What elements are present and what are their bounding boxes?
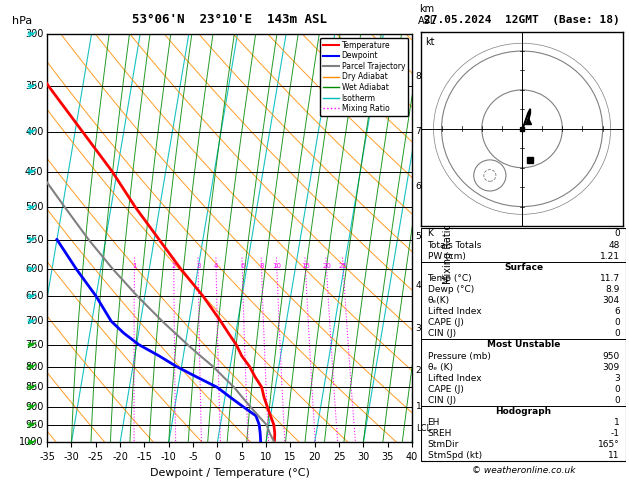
Text: 3: 3 xyxy=(416,324,421,333)
Text: kt: kt xyxy=(425,37,435,48)
Text: 750: 750 xyxy=(25,340,43,350)
Text: 800: 800 xyxy=(25,362,43,372)
Text: 304: 304 xyxy=(603,296,620,305)
Text: 6: 6 xyxy=(614,307,620,316)
Text: Totals Totals: Totals Totals xyxy=(428,241,482,250)
Text: 6: 6 xyxy=(416,182,421,191)
Text: 550: 550 xyxy=(25,235,43,244)
Text: Lifted Index: Lifted Index xyxy=(428,307,481,316)
Text: 0: 0 xyxy=(614,318,620,327)
Text: 2: 2 xyxy=(172,263,176,269)
Text: 27.05.2024  12GMT  (Base: 18): 27.05.2024 12GMT (Base: 18) xyxy=(424,15,620,25)
Text: 53°06'N  23°10'E  143m ASL: 53°06'N 23°10'E 143m ASL xyxy=(132,13,327,26)
Text: 450: 450 xyxy=(25,167,43,176)
Text: CIN (J): CIN (J) xyxy=(428,396,455,405)
Text: 2: 2 xyxy=(416,366,421,375)
Text: 650: 650 xyxy=(25,291,43,301)
X-axis label: Dewpoint / Temperature (°C): Dewpoint / Temperature (°C) xyxy=(150,468,309,478)
Text: 600: 600 xyxy=(25,264,43,274)
Text: 15: 15 xyxy=(301,263,310,269)
Text: Surface: Surface xyxy=(504,263,543,272)
Text: SREH: SREH xyxy=(428,429,452,438)
Text: K: K xyxy=(428,229,433,239)
Text: 1.21: 1.21 xyxy=(599,252,620,260)
Text: 300: 300 xyxy=(25,29,43,39)
Text: CAPE (J): CAPE (J) xyxy=(428,318,464,327)
Text: 8.9: 8.9 xyxy=(605,285,620,294)
Text: Temp (°C): Temp (°C) xyxy=(428,274,472,283)
Text: 1: 1 xyxy=(132,263,136,269)
Text: 0: 0 xyxy=(614,229,620,239)
Text: Hodograph: Hodograph xyxy=(496,407,552,416)
Text: PW (cm): PW (cm) xyxy=(428,252,465,260)
Text: 25: 25 xyxy=(339,263,348,269)
Text: 8: 8 xyxy=(416,72,421,81)
Text: Dewp (°C): Dewp (°C) xyxy=(428,285,474,294)
Text: 8: 8 xyxy=(259,263,264,269)
Text: 48: 48 xyxy=(608,241,620,250)
Text: 0: 0 xyxy=(614,396,620,405)
Text: θₑ (K): θₑ (K) xyxy=(428,363,452,372)
Legend: Temperature, Dewpoint, Parcel Trajectory, Dry Adiabat, Wet Adiabat, Isotherm, Mi: Temperature, Dewpoint, Parcel Trajectory… xyxy=(320,38,408,116)
Text: 700: 700 xyxy=(25,316,43,326)
Text: 400: 400 xyxy=(25,126,43,137)
Text: -1: -1 xyxy=(611,429,620,438)
Text: Lifted Index: Lifted Index xyxy=(428,374,481,382)
Text: Mixing Ratio (g/kg): Mixing Ratio (g/kg) xyxy=(443,192,454,284)
Text: StmSpd (kt): StmSpd (kt) xyxy=(428,451,482,460)
Text: LCL: LCL xyxy=(416,424,431,433)
Text: Pressure (mb): Pressure (mb) xyxy=(428,351,491,361)
Text: 1: 1 xyxy=(614,418,620,427)
Text: 11: 11 xyxy=(608,451,620,460)
Text: 3: 3 xyxy=(196,263,201,269)
Text: km
ASL: km ASL xyxy=(418,4,436,26)
Text: 165°: 165° xyxy=(598,440,620,449)
Text: 350: 350 xyxy=(25,81,43,91)
Text: StmDir: StmDir xyxy=(428,440,459,449)
Text: CIN (J): CIN (J) xyxy=(428,330,455,338)
Text: EH: EH xyxy=(428,418,440,427)
Text: 500: 500 xyxy=(25,202,43,212)
Text: 3: 3 xyxy=(614,374,620,382)
Text: θₑ(K): θₑ(K) xyxy=(428,296,450,305)
Text: 1: 1 xyxy=(416,402,421,411)
Text: 4: 4 xyxy=(214,263,218,269)
Text: 1000: 1000 xyxy=(19,437,43,447)
Text: © weatheronline.co.uk: © weatheronline.co.uk xyxy=(472,466,576,475)
Text: 309: 309 xyxy=(603,363,620,372)
Text: 10: 10 xyxy=(272,263,281,269)
Text: 850: 850 xyxy=(25,382,43,392)
Text: 950: 950 xyxy=(25,420,43,430)
Text: 900: 900 xyxy=(25,401,43,412)
Text: hPa: hPa xyxy=(11,16,31,26)
Text: 7: 7 xyxy=(416,127,421,136)
Text: 950: 950 xyxy=(603,351,620,361)
Text: 11.7: 11.7 xyxy=(599,274,620,283)
Text: 6: 6 xyxy=(240,263,245,269)
Text: 0: 0 xyxy=(614,385,620,394)
Text: Most Unstable: Most Unstable xyxy=(487,340,560,349)
Text: 0: 0 xyxy=(614,330,620,338)
Text: 5: 5 xyxy=(416,232,421,241)
Text: 4: 4 xyxy=(416,281,421,290)
Text: 20: 20 xyxy=(322,263,331,269)
Text: CAPE (J): CAPE (J) xyxy=(428,385,464,394)
